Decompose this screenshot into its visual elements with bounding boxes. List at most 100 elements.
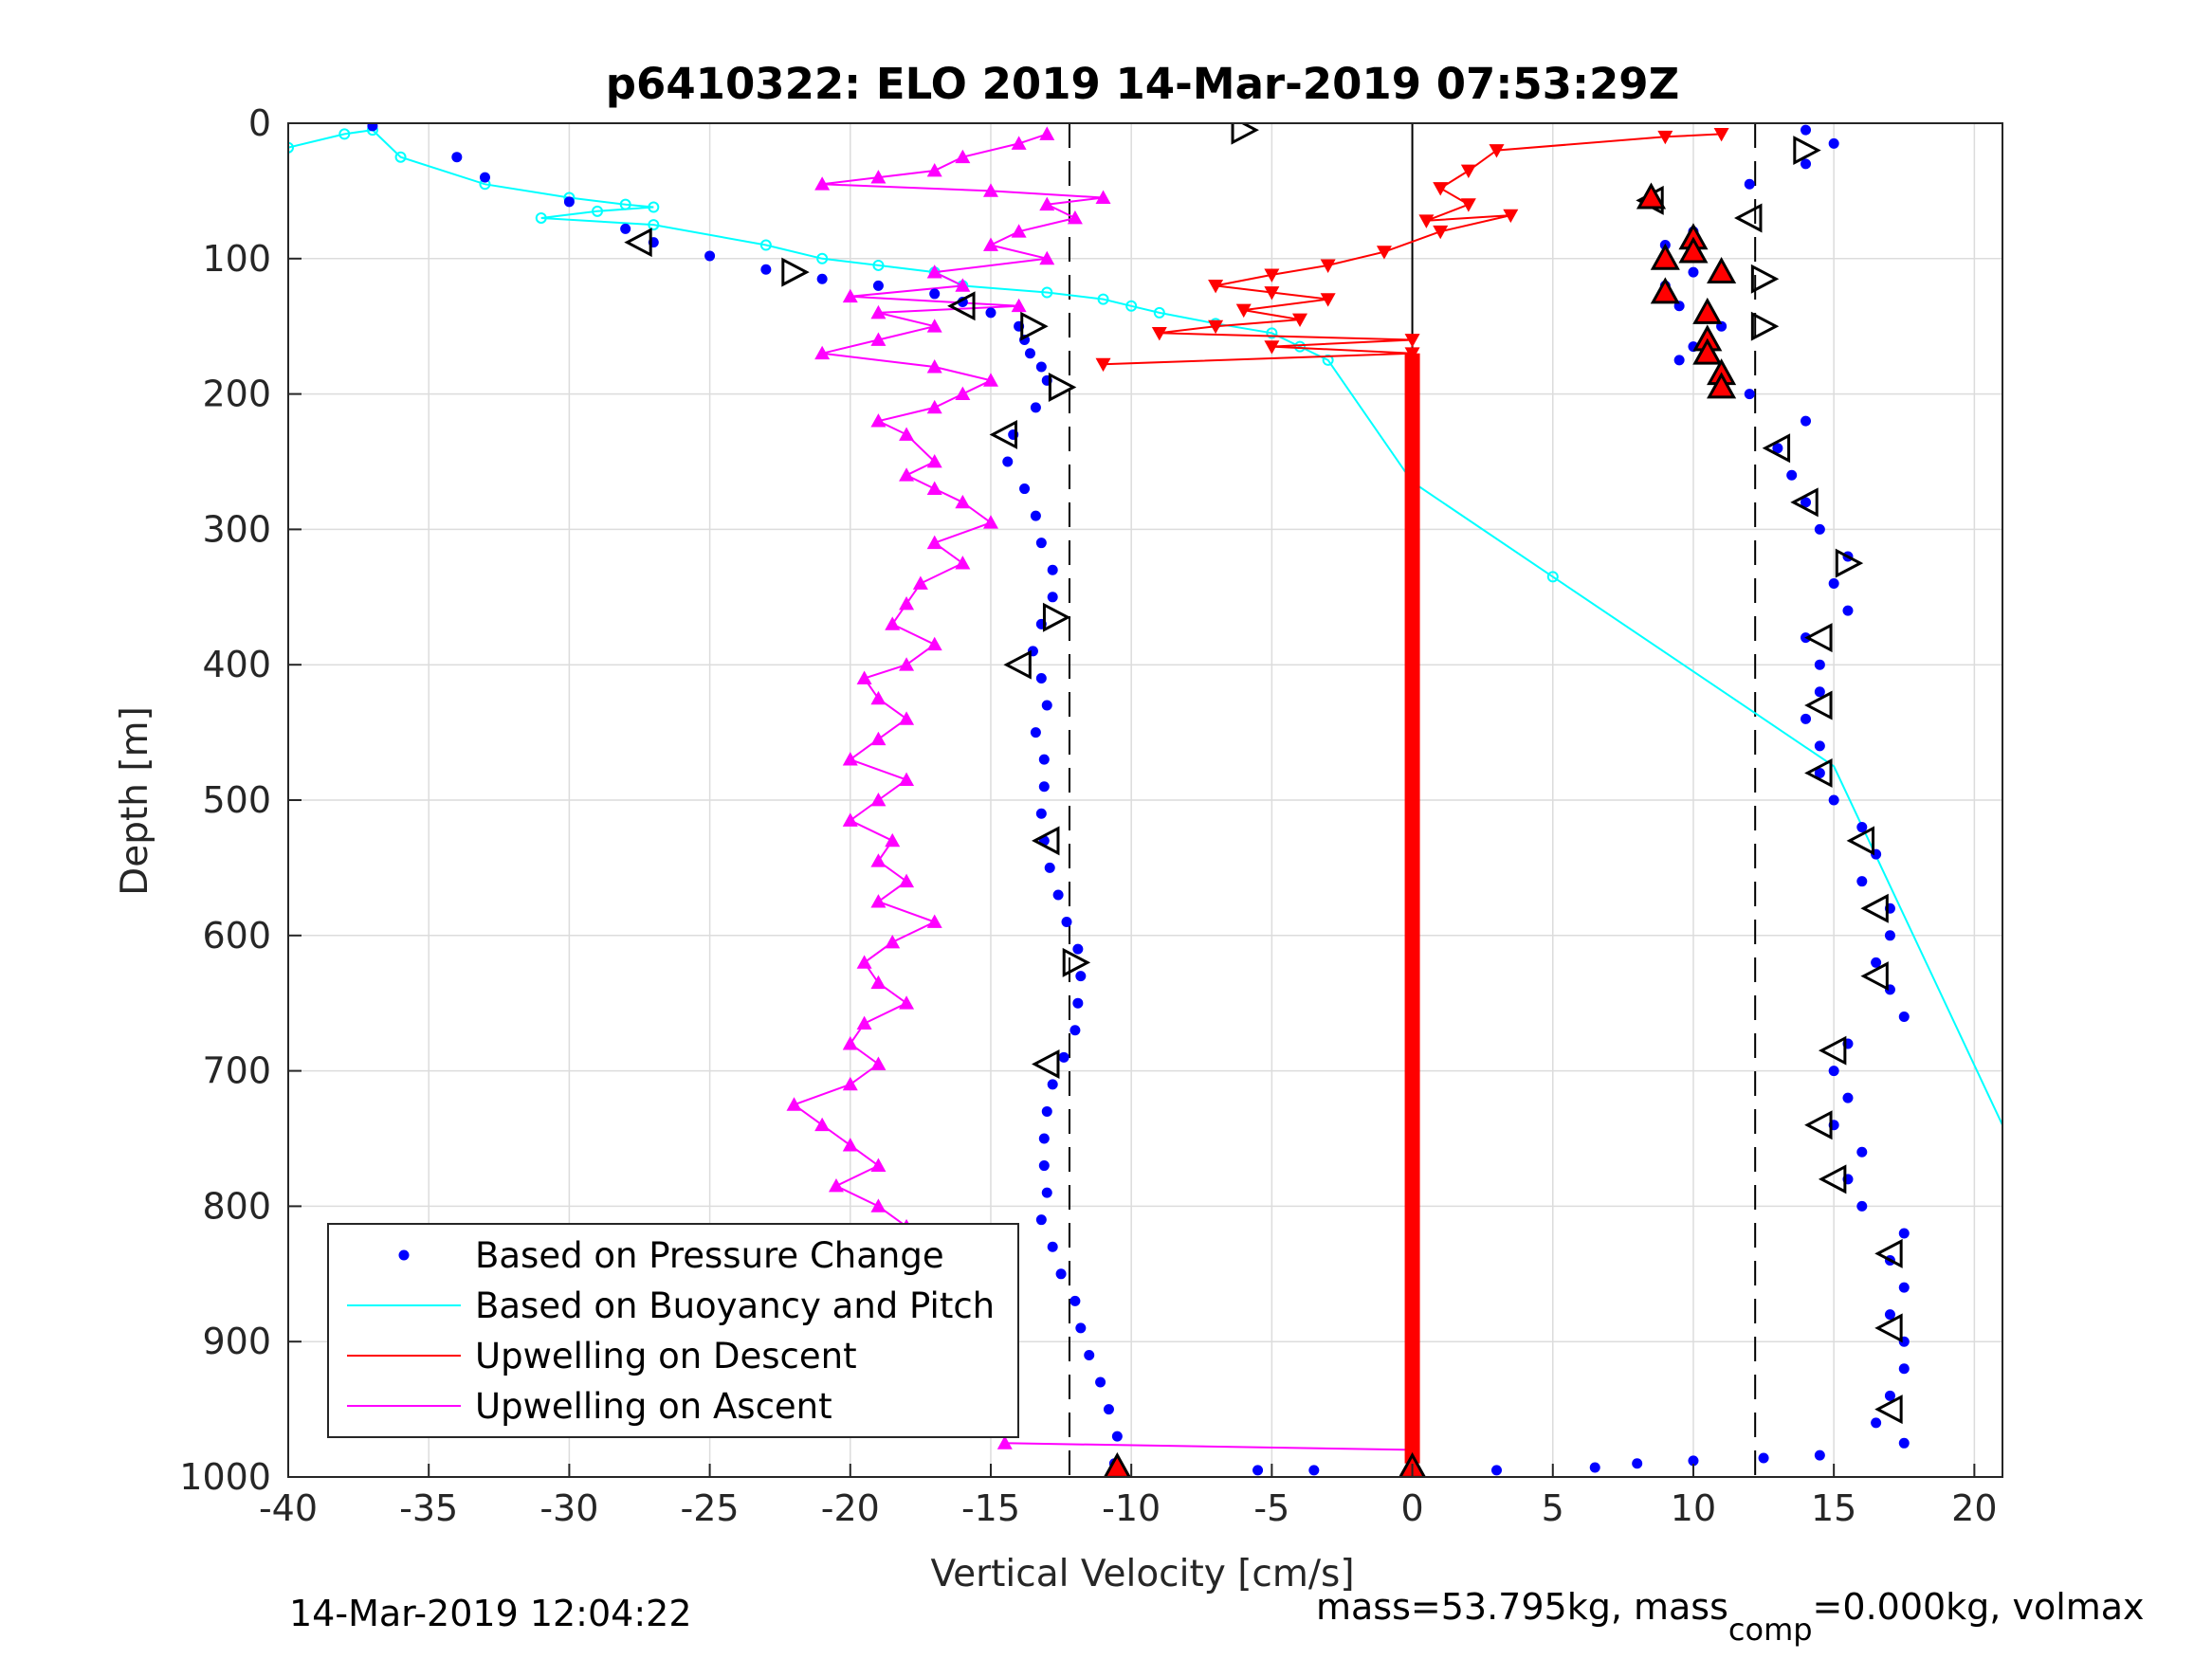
pressure-change-point — [1030, 402, 1041, 413]
pressure-change-point — [1035, 808, 1047, 819]
direction-marker-left — [624, 228, 652, 258]
red-up-marker — [1707, 372, 1737, 399]
pressure-change-point — [1871, 1417, 1882, 1429]
upwelling-ascent-point — [842, 288, 858, 303]
pressure-change-point — [1589, 1462, 1600, 1473]
pressure-change-point — [1072, 943, 1084, 955]
pressure-change-point — [620, 223, 631, 234]
upwelling-ascent-point — [1039, 196, 1055, 211]
direction-marker-left — [1874, 1313, 1903, 1343]
upwelling-ascent-point — [870, 170, 887, 184]
upwelling-ascent-point — [926, 481, 942, 495]
buoyancy-pitch-point — [1097, 293, 1109, 305]
upwelling-descent-point — [1460, 164, 1476, 178]
pressure-change-point — [1814, 740, 1825, 752]
upwelling-descent-point — [1460, 198, 1476, 212]
x-tick-label: -5 — [1253, 1487, 1289, 1529]
y-tick-label: 0 — [248, 102, 271, 144]
upwelling-ascent-point — [1039, 126, 1055, 140]
buoyancy-pitch-point — [338, 128, 351, 140]
pressure-change-point — [1842, 605, 1854, 616]
pressure-change-point — [1038, 754, 1050, 765]
pressure-change-point — [1898, 1228, 1910, 1239]
x-tick-label: -10 — [1102, 1487, 1161, 1529]
upwelling-ascent-point — [842, 1036, 858, 1050]
legend-label: Upwelling on Descent — [475, 1336, 857, 1376]
direction-marker-left — [1818, 1164, 1847, 1194]
pressure-change-point — [1828, 1066, 1839, 1077]
pressure-change-point — [1871, 957, 1882, 968]
pressure-change-point — [1772, 443, 1783, 454]
upwelling-descent-point — [1264, 286, 1280, 301]
pressure-change-point — [1898, 1011, 1910, 1022]
upwelling-ascent-point — [814, 1117, 831, 1132]
pressure-change-point — [1035, 672, 1047, 684]
upwelling-descent-point — [1095, 357, 1111, 373]
upwelling-ascent-point — [899, 711, 915, 725]
x-tick-label: -20 — [821, 1487, 880, 1529]
upwelling-ascent-point — [899, 467, 915, 482]
x-tick-label: -35 — [399, 1487, 458, 1529]
buoyancy-pitch-point — [648, 201, 660, 213]
upwelling-ascent-point — [982, 183, 998, 197]
upwelling-ascent-point — [955, 386, 971, 400]
pressure-change-point — [1814, 659, 1825, 670]
y-tick-label: 300 — [202, 508, 271, 550]
upwelling-descent-point — [1404, 334, 1420, 348]
pressure-change-point — [1688, 266, 1699, 278]
upwelling-ascent-point — [926, 162, 942, 177]
red-up-marker — [1650, 243, 1680, 270]
upwelling-ascent-point — [842, 752, 858, 766]
direction-marker-right — [1020, 311, 1049, 341]
pressure-change-point — [1856, 876, 1868, 887]
upwelling-ascent-point — [885, 616, 901, 630]
buoyancy-pitch-point — [619, 198, 631, 210]
buoyancy-pitch-point — [1041, 286, 1053, 299]
upwelling-ascent-point — [870, 304, 887, 319]
direction-marker-left — [1846, 826, 1875, 856]
y-tick-label: 900 — [202, 1321, 271, 1362]
direction-marker-right — [1750, 264, 1780, 294]
direction-marker-left — [1874, 1238, 1903, 1268]
direction-marker-right — [1750, 311, 1780, 341]
upwelling-ascent-point — [870, 793, 887, 807]
x-tick-label: 20 — [1951, 1487, 1997, 1529]
pressure-change-point — [1038, 781, 1050, 793]
upwelling-ascent-point — [870, 975, 887, 990]
upwelling-ascent-point — [955, 556, 971, 570]
upwelling-descent-point — [1489, 144, 1505, 158]
upwelling-descent-point — [1433, 182, 1449, 196]
pressure-change-point — [816, 273, 828, 284]
pressure-change-point — [1828, 794, 1839, 806]
pressure-change-point — [1856, 1146, 1868, 1158]
pressure-change-point — [479, 172, 490, 183]
upwelling-descent-point — [1208, 319, 1224, 335]
pressure-change-point — [1030, 727, 1041, 738]
pressure-change-point — [1490, 1465, 1502, 1476]
pressure-change-point — [1744, 178, 1755, 190]
upwelling-ascent-point — [1067, 210, 1083, 225]
pressure-change-point — [1002, 456, 1014, 467]
upwelling-descent-point — [1657, 130, 1673, 145]
direction-marker-left — [1804, 1110, 1833, 1140]
pressure-change-point — [1041, 1105, 1052, 1117]
buoyancy-pitch-point — [592, 205, 604, 217]
direction-marker-left — [1032, 826, 1060, 856]
upwelling-descent-point — [1418, 214, 1435, 228]
upwelling-ascent-point — [870, 894, 887, 908]
direction-marker-left — [1032, 1048, 1060, 1079]
footer-mass-info: mass=53.795kg, masscomp=0.000kg, volmax — [1316, 1586, 2145, 1648]
pressure-change-point — [1814, 767, 1825, 778]
pressure-change-point — [1024, 348, 1035, 359]
y-tick-label: 800 — [202, 1185, 271, 1227]
footer-timestamp: 14-Mar-2019 12:04:22 — [289, 1593, 692, 1634]
upwelling-ascent-point — [899, 657, 915, 671]
pressure-change-point — [1061, 917, 1072, 928]
upwelling-ascent-point — [870, 332, 887, 346]
pressure-change-point — [1047, 1241, 1058, 1252]
upwelling-ascent-point — [1011, 298, 1027, 313]
upwelling-ascent-point — [899, 995, 915, 1010]
upwelling-ascent-point — [814, 345, 831, 360]
upwelling-ascent-point — [814, 176, 831, 191]
direction-marker-right — [1835, 548, 1864, 578]
